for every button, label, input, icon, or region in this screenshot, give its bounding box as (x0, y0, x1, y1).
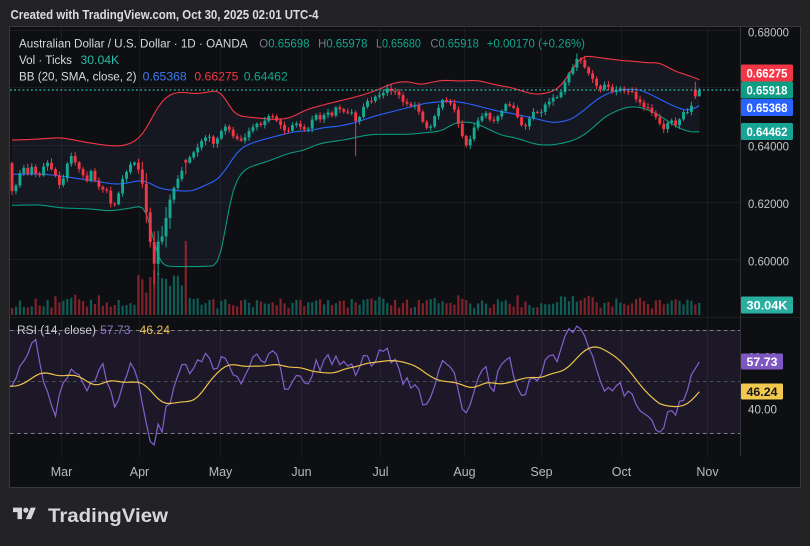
svg-text:Jul: Jul (373, 465, 389, 479)
svg-text:Australian Dollar / U.S. Dolla: Australian Dollar / U.S. Dollar · 1D · O… (19, 36, 248, 50)
svg-text:H0.65978: H0.65978 (318, 36, 367, 50)
svg-text:L0.65680: L0.65680 (376, 36, 421, 50)
svg-text:0.66275: 0.66275 (747, 66, 788, 80)
svg-text:Sep: Sep (530, 465, 552, 479)
svg-text:O0.65698: O0.65698 (259, 36, 309, 50)
svg-text:0.68000: 0.68000 (748, 25, 789, 39)
svg-text:0.65918: 0.65918 (747, 83, 788, 97)
svg-text:0.66275: 0.66275 (194, 69, 238, 83)
svg-text:46.24: 46.24 (747, 385, 778, 399)
svg-text:Mar: Mar (51, 465, 73, 479)
svg-text:+0.00170 (+0.26%): +0.00170 (+0.26%) (487, 36, 585, 50)
svg-text:May: May (209, 465, 233, 479)
svg-text:RSI (14, close): RSI (14, close) (17, 323, 96, 337)
svg-text:46.24: 46.24 (140, 323, 171, 337)
svg-text:0.65368: 0.65368 (747, 101, 788, 115)
svg-text:Created with TradingView.com,: Created with TradingView.com, Oct 30, 20… (11, 8, 319, 22)
svg-text:30.04K: 30.04K (81, 53, 120, 67)
svg-text:30.04K: 30.04K (747, 298, 788, 312)
svg-text:Vol · Ticks: Vol · Ticks (19, 53, 72, 67)
svg-text:TradingView: TradingView (48, 505, 169, 527)
svg-text:BB (20, SMA, close, 2): BB (20, SMA, close, 2) (19, 69, 137, 83)
svg-text:0.64462: 0.64462 (747, 125, 788, 139)
svg-text:40.00: 40.00 (748, 403, 777, 417)
svg-text:Jun: Jun (291, 465, 311, 479)
svg-text:0.60000: 0.60000 (748, 255, 789, 269)
svg-text:0.64462: 0.64462 (244, 69, 288, 83)
svg-text:0.62000: 0.62000 (748, 197, 789, 211)
svg-text:0.65368: 0.65368 (143, 69, 187, 83)
svg-text:Aug: Aug (453, 465, 475, 479)
svg-text:57.73: 57.73 (747, 355, 778, 369)
svg-text:Apr: Apr (130, 465, 149, 479)
svg-text:C0.65918: C0.65918 (430, 36, 479, 50)
svg-text:0.64000: 0.64000 (748, 140, 789, 154)
svg-text:Nov: Nov (696, 465, 719, 479)
svg-text:Oct: Oct (612, 465, 632, 479)
svg-text:57.73: 57.73 (100, 323, 131, 337)
